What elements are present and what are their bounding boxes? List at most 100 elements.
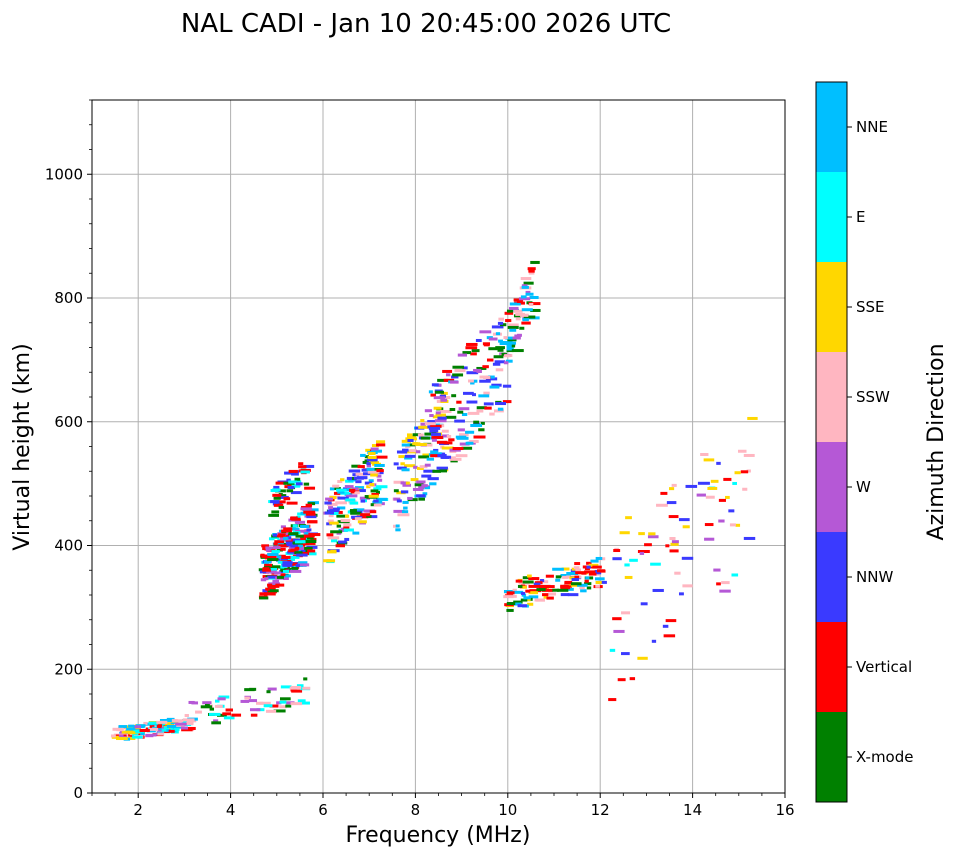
echo-point	[671, 540, 679, 544]
echo-point	[366, 458, 378, 462]
echo-point	[468, 379, 474, 383]
echo-point	[421, 484, 428, 488]
echo-point	[329, 507, 340, 511]
echo-point	[663, 634, 676, 638]
echo-point	[437, 378, 449, 382]
echo-point	[376, 474, 382, 478]
echo-point	[669, 549, 679, 553]
echo-point	[595, 584, 600, 588]
echo-point	[424, 486, 430, 490]
echo-point	[295, 564, 300, 568]
echo-point	[609, 648, 616, 652]
echo-point	[307, 549, 316, 553]
echo-point	[738, 449, 747, 453]
echo-point	[523, 315, 536, 319]
echo-point	[586, 586, 592, 590]
echo-point	[278, 500, 286, 504]
echo-point	[491, 325, 504, 329]
echo-point	[446, 434, 452, 438]
echo-point	[458, 407, 470, 411]
echo-point	[337, 480, 343, 484]
echo-point	[133, 729, 145, 733]
echo-point	[367, 515, 378, 519]
echo-point	[546, 596, 554, 600]
echo-point	[520, 598, 528, 602]
echo-point	[723, 477, 732, 481]
echo-point	[600, 557, 606, 561]
echo-point	[305, 552, 317, 556]
echo-point	[272, 579, 280, 583]
echo-point	[286, 489, 294, 493]
echo-point	[285, 541, 298, 545]
echo-point	[300, 549, 311, 553]
echo-point	[433, 406, 442, 410]
echo-point	[718, 498, 726, 502]
echo-point	[326, 533, 334, 537]
echo-point	[746, 469, 751, 473]
echo-point	[351, 464, 361, 468]
echo-point	[441, 446, 454, 450]
echo-point	[285, 555, 291, 559]
echo-point	[292, 562, 298, 566]
echo-point	[697, 481, 710, 485]
echo-point	[577, 583, 588, 587]
echo-point	[529, 303, 534, 307]
echo-point	[307, 502, 316, 506]
x-tick-label: 16	[775, 801, 794, 819]
echo-point	[414, 483, 424, 487]
echo-point	[287, 557, 296, 561]
echo-point	[259, 592, 265, 596]
echo-point	[335, 501, 347, 505]
echo-point	[525, 589, 531, 593]
echo-point	[430, 454, 441, 458]
echo-point	[579, 586, 585, 590]
echo-point	[728, 509, 735, 513]
echo-point	[283, 497, 291, 501]
echo-point	[240, 699, 250, 703]
echo-point	[508, 341, 517, 345]
echo-point	[297, 546, 308, 550]
colorbar-segment	[816, 622, 847, 712]
echo-point	[462, 391, 474, 395]
echo-point	[498, 339, 503, 343]
echo-point	[493, 409, 504, 413]
echo-point	[376, 443, 386, 447]
echo-point	[465, 441, 474, 445]
echo-point	[450, 459, 458, 463]
echo-point	[364, 455, 369, 459]
echo-point	[506, 344, 512, 348]
echo-point	[492, 362, 501, 366]
echo-point	[483, 343, 490, 347]
echo-point	[662, 624, 669, 628]
echo-point	[165, 718, 172, 722]
echo-point	[430, 393, 436, 397]
echo-point	[278, 505, 285, 509]
echo-point	[521, 585, 527, 589]
echo-point	[449, 408, 456, 412]
echo-point	[305, 512, 316, 516]
echo-point	[357, 520, 367, 524]
echo-point	[330, 511, 339, 515]
echo-point	[354, 486, 365, 490]
echo-point	[465, 430, 475, 434]
echo-point	[248, 699, 258, 703]
echo-point	[729, 523, 736, 527]
colorbar-tick-label: X-mode	[856, 748, 913, 766]
echo-point	[305, 508, 311, 512]
echo-point	[452, 447, 464, 451]
echo-point	[570, 582, 582, 586]
echo-point	[327, 550, 337, 554]
echo-point	[503, 361, 509, 365]
echo-point	[613, 629, 625, 633]
echo-point	[222, 712, 231, 716]
echo-point	[457, 428, 465, 432]
echo-point	[456, 400, 462, 404]
echo-point	[584, 579, 589, 583]
echo-point	[465, 346, 478, 350]
echo-point	[509, 328, 517, 332]
echo-point	[125, 736, 136, 740]
echo-point	[470, 381, 475, 385]
echo-point	[451, 394, 457, 398]
echo-point	[502, 400, 512, 404]
echo-point	[368, 479, 374, 483]
